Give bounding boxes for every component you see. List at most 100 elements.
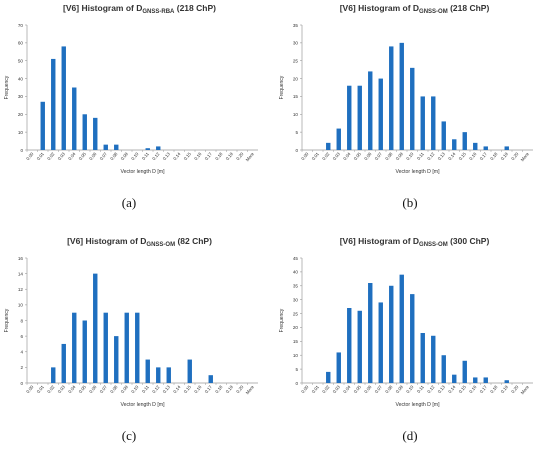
y-tick-label: 35 [293,23,299,28]
chart-title-suffix: (218 ChP) [448,3,490,13]
y-axis-label: Frequency [4,308,10,332]
x-tick-label: 0.12 [151,384,161,394]
x-tick-label: 0.20 [510,384,520,394]
y-tick-label: 10 [18,130,24,135]
histogram-bar [156,146,161,150]
x-tick-label: 0.17 [204,384,214,394]
chart-title-suffix: (300 ChP) [448,236,490,246]
x-tick-label: 0.20 [510,151,520,161]
histogram-bar [452,139,457,150]
histogram-bar [410,294,415,383]
x-axis-label: Vector length D [m] [395,402,440,408]
x-tick-label: 0.02 [321,384,331,394]
histogram-bar [431,96,436,150]
x-tick-label: 0.07 [99,151,109,161]
x-tick-label: 0.04 [67,384,77,394]
x-tick-label: 0.18 [214,384,224,394]
x-tick-label: 0.03 [332,384,342,394]
x-tick-label: 0.00 [300,151,310,161]
y-tick-label: 15 [293,339,299,344]
x-tick-label: 0.07 [99,384,109,394]
x-tick-label: 0.10 [130,384,140,394]
x-tick-label: 0.03 [332,151,342,161]
histogram-bar [431,335,436,383]
x-tick-label: 0.19 [225,384,235,394]
x-tick-label: More [245,384,256,395]
x-tick-label: 0.11 [141,384,150,394]
chart-title-subscript: GNSS-OM [419,242,448,248]
y-tick-label: 14 [18,271,24,276]
histogram-bar [72,312,77,383]
x-tick-label: 0.10 [405,384,415,394]
x-tick-label: 0.14 [172,384,182,394]
y-axis-label: Frequency [4,75,10,99]
x-tick-label: 0.04 [342,384,352,394]
y-tick-label: 6 [20,334,23,339]
histogram-bar [114,336,119,383]
histogram-bar [326,142,331,150]
y-tick-label: 60 [18,41,24,46]
histogram-bar [187,359,192,383]
histogram-bar [145,359,150,383]
histogram-bar [368,71,373,150]
histogram-bar [410,67,415,150]
histogram-bar [420,333,425,383]
x-tick-label: 0.13 [162,151,172,161]
histogram-bar [504,380,509,383]
histogram-bar [82,320,87,383]
chart-title-subscript: GNSS-RBA [142,9,175,15]
x-tick-label: 0.14 [172,151,182,161]
y-tick-label: 4 [20,350,23,355]
x-tick-label: 0.12 [426,384,436,394]
chart-title-suffix: (82 ChP) [175,236,212,246]
x-tick-label: 0.17 [479,384,489,394]
histogram-bar [336,128,341,150]
histogram-bar [347,85,352,150]
x-tick-label: 0.16 [468,384,478,394]
chart-title: [V6] Histogram of DGNSS-OM (300 ChP) [340,236,490,248]
histogram-bar [441,355,446,383]
x-tick-label: 0.18 [489,151,499,161]
x-tick-label: 0.18 [214,151,224,161]
x-tick-label: 0.04 [67,151,77,161]
x-tick-label: 0.15 [183,384,193,394]
histogram-bar [124,312,129,383]
histogram-bar [208,375,213,383]
y-tick-label: 20 [18,112,24,117]
chart-title-suffix: (218 ChP) [174,3,216,13]
x-tick-label: 0.05 [78,151,88,161]
x-tick-label: 0.15 [458,151,468,161]
x-tick-label: 0.13 [437,151,447,161]
x-tick-label: 0.02 [46,151,56,161]
histogram-bar [51,58,56,150]
x-tick-label: 0.13 [437,384,447,394]
histogram-chart-b: [V6] Histogram of DGNSS-OM (218 ChP) 0 5 10… [279,3,533,175]
histogram-bar [389,46,394,150]
x-tick-label: 0.06 [88,151,98,161]
x-tick-label: 0.11 [416,151,425,161]
x-tick-label: 0.07 [374,384,384,394]
x-tick-label: More [520,151,531,162]
histogram-bar [347,308,352,383]
caption-b: (b) [402,195,418,210]
histogram-bar [114,144,119,150]
y-tick-label: 12 [18,287,24,292]
x-tick-label: 0.10 [130,151,140,161]
histogram-bar [93,273,98,383]
y-tick-label: 30 [293,41,299,46]
x-tick-label: 0.20 [235,384,245,394]
histogram-bar [336,352,341,383]
y-tick-label: 2 [20,365,23,370]
histogram-bar [145,148,150,150]
x-tick-label: 0.03 [57,151,67,161]
histogram-chart-c: [V6] Histogram of DGNSS-OM (82 ChP) 0 2 4 6 8… [4,236,258,408]
x-tick-label: 0.12 [151,151,161,161]
histogram-bar [135,312,140,383]
x-tick-label: 0.08 [109,384,119,394]
x-tick-label: 0.15 [458,384,468,394]
x-tick-label: 0.05 [78,384,88,394]
x-tick-label: 0.19 [500,384,510,394]
histogram-bar [326,371,331,383]
x-tick-label: 0.17 [479,151,489,161]
x-tick-label: 0.12 [426,151,436,161]
